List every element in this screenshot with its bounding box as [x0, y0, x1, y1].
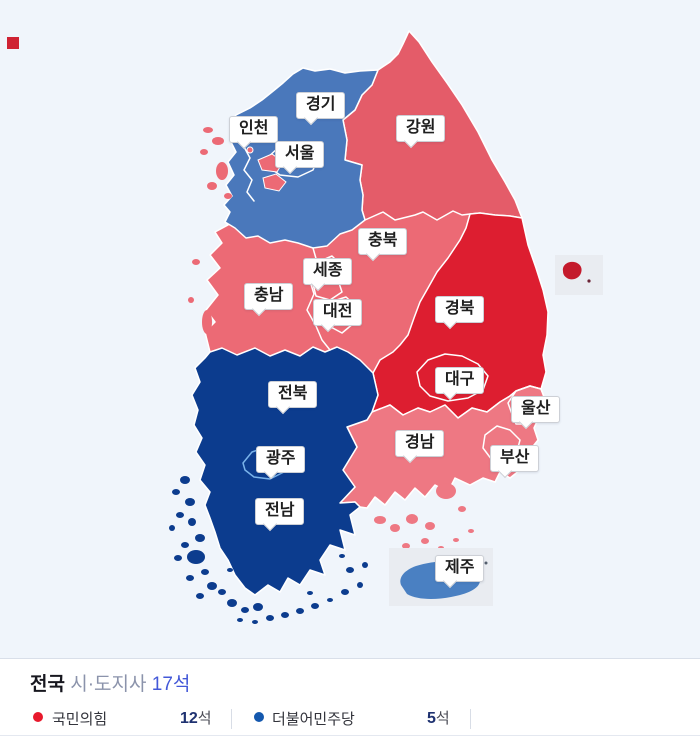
dpk-seats: 5석	[427, 710, 450, 727]
korea-map	[169, 30, 603, 624]
ppp-seats: 12석	[180, 710, 212, 727]
label-seoul: 서울	[275, 141, 325, 168]
island	[246, 146, 254, 154]
west-islands	[188, 127, 232, 334]
coastal-patch	[262, 173, 287, 192]
island-ulleungdo	[562, 261, 582, 280]
logo-mark	[7, 37, 19, 49]
divider	[470, 709, 471, 729]
summary-race-type: 시·도지사	[70, 674, 147, 695]
dpk-dot-icon	[254, 712, 264, 722]
party-row[interactable]: 국민의힘 12석 더불어민주당 5석	[0, 703, 700, 736]
ppp-name: 국민의힘	[52, 711, 108, 728]
island-udo	[484, 561, 488, 565]
label-incheon: 인천	[229, 116, 279, 143]
label-jeju: 제주	[435, 555, 485, 582]
divider	[231, 709, 232, 729]
summary-total-seats: 17석	[151, 674, 191, 695]
results-summary: 전국 시·도지사 17석 국민의힘 12석 더불어민주당 5석	[0, 658, 700, 749]
island-dokdo	[587, 279, 591, 283]
label-chungbuk: 충북	[358, 228, 408, 255]
election-map-panel: 경기 인천 서울 강원 충북 세종 충남 대전 경북 대구 울산 전북 경남 부…	[0, 0, 700, 658]
region-daegu[interactable]	[416, 353, 489, 402]
label-sejong: 세종	[303, 258, 353, 285]
label-gwangju: 광주	[256, 446, 306, 473]
label-gyeonggi: 경기	[296, 92, 346, 119]
label-jeonnam: 전남	[255, 498, 305, 525]
ulleungdo-inset	[555, 255, 603, 295]
label-gangwon: 강원	[396, 115, 446, 142]
label-daejeon: 대전	[313, 299, 363, 326]
ppp-dot-icon	[33, 712, 43, 722]
label-ulsan: 울산	[511, 396, 561, 423]
label-gyeongnam: 경남	[395, 430, 445, 457]
southwest-islands	[169, 476, 368, 624]
label-busan: 부산	[490, 445, 540, 472]
dpk-name: 더불어민주당	[272, 711, 355, 728]
label-chungnam: 충남	[244, 283, 294, 310]
label-gyeongbuk: 경북	[435, 296, 485, 323]
summary-title: 전국 시·도지사 17석	[30, 669, 190, 696]
label-daegu: 대구	[435, 367, 485, 394]
label-jeonbuk: 전북	[268, 381, 318, 408]
south-islands	[374, 483, 474, 550]
summary-scope: 전국	[30, 674, 65, 695]
